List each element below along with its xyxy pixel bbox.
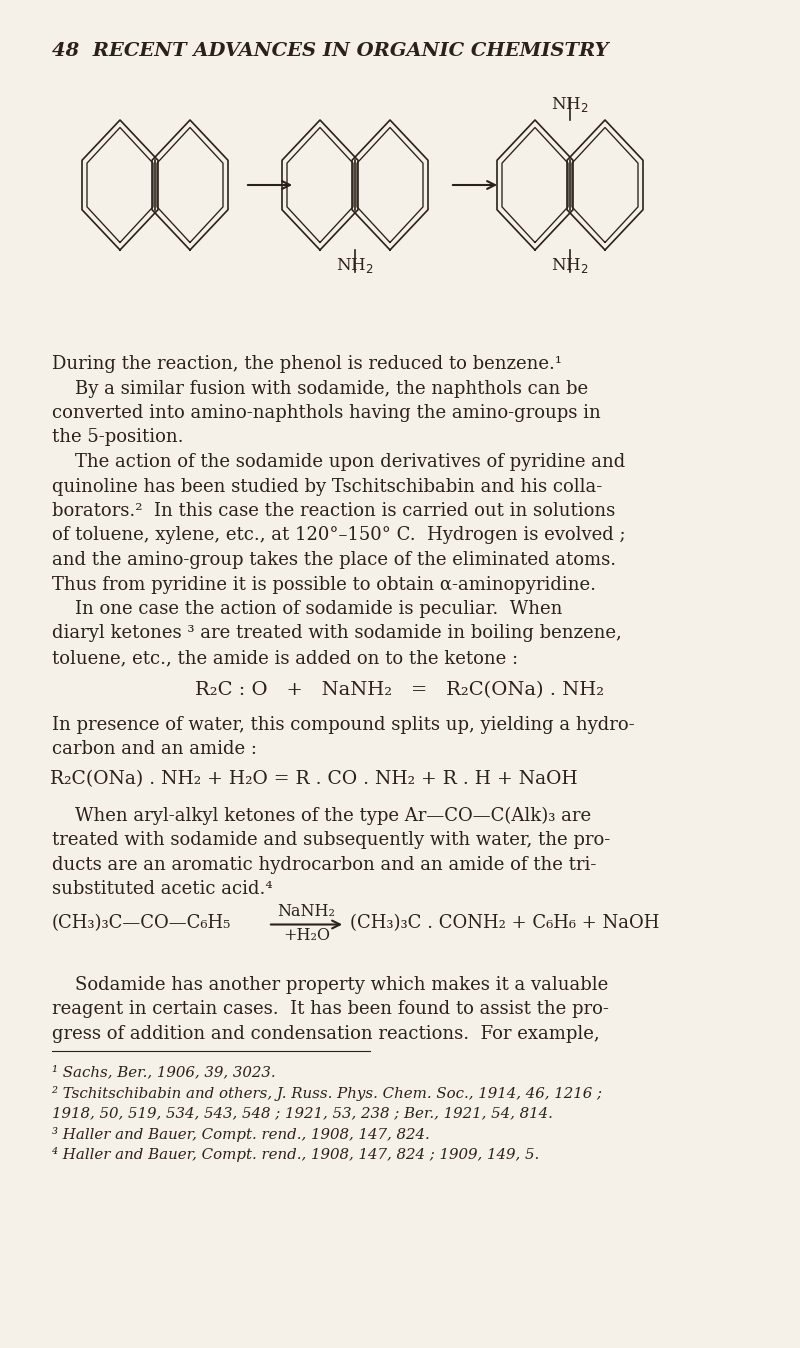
Text: 1918, 50, 519, 534, 543, 548 ; 1921, 53, 238 ; Ber., 1921, 54, 814.: 1918, 50, 519, 534, 543, 548 ; 1921, 53,…: [52, 1107, 553, 1120]
Text: toluene, etc., the amide is added on to the ketone :: toluene, etc., the amide is added on to …: [52, 648, 518, 667]
Text: ³ Haller and Bauer, Compt. rend., 1908, 147, 824.: ³ Haller and Bauer, Compt. rend., 1908, …: [52, 1127, 430, 1142]
Text: borators.²  In this case the reaction is carried out in solutions: borators.² In this case the reaction is …: [52, 501, 615, 520]
Text: the 5-position.: the 5-position.: [52, 429, 183, 446]
Text: ⁴ Haller and Bauer, Compt. rend., 1908, 147, 824 ; 1909, 149, 5.: ⁴ Haller and Bauer, Compt. rend., 1908, …: [52, 1147, 539, 1162]
Text: treated with sodamide and subsequently with water, the pro-: treated with sodamide and subsequently w…: [52, 830, 610, 849]
Text: R₂C : O   +   NaNH₂   =   R₂C(ONa) . NH₂: R₂C : O + NaNH₂ = R₂C(ONa) . NH₂: [195, 682, 605, 700]
Text: NH$_2$: NH$_2$: [551, 256, 589, 275]
Text: carbon and an amide :: carbon and an amide :: [52, 740, 257, 759]
Text: reagent in certain cases.  It has been found to assist the pro-: reagent in certain cases. It has been fo…: [52, 1000, 609, 1018]
Text: substituted acetic acid.⁴: substituted acetic acid.⁴: [52, 880, 273, 898]
Text: converted into amino-naphthols having the amino-groups in: converted into amino-naphthols having th…: [52, 404, 601, 422]
Text: ² Tschitschibabin and others, J. Russ. Phys. Chem. Soc., 1914, 46, 1216 ;: ² Tschitschibabin and others, J. Russ. P…: [52, 1085, 602, 1101]
Text: 48  RECENT ADVANCES IN ORGANIC CHEMISTRY: 48 RECENT ADVANCES IN ORGANIC CHEMISTRY: [52, 42, 609, 61]
Text: (CH₃)₃C . CONH₂ + C₆H₆ + NaOH: (CH₃)₃C . CONH₂ + C₆H₆ + NaOH: [350, 914, 659, 933]
Text: R₂C(ONa) . NH₂ + H₂O = R . CO . NH₂ + R . H + NaOH: R₂C(ONa) . NH₂ + H₂O = R . CO . NH₂ + R …: [50, 770, 578, 789]
Text: ducts are an aromatic hydrocarbon and an amide of the tri-: ducts are an aromatic hydrocarbon and an…: [52, 856, 596, 874]
Text: When aryl-alkyl ketones of the type Ar—CO—C(Alk)₃ are: When aryl-alkyl ketones of the type Ar—C…: [52, 806, 591, 825]
Text: NH$_2$: NH$_2$: [551, 94, 589, 115]
Text: In one case the action of sodamide is peculiar.  When: In one case the action of sodamide is pe…: [52, 600, 562, 617]
Text: By a similar fusion with sodamide, the naphthols can be: By a similar fusion with sodamide, the n…: [52, 380, 588, 398]
Text: The action of the sodamide upon derivatives of pyridine and: The action of the sodamide upon derivati…: [52, 453, 626, 470]
Text: diaryl ketones ³ are treated with sodamide in boiling benzene,: diaryl ketones ³ are treated with sodami…: [52, 624, 622, 643]
Text: of toluene, xylene, etc., at 120°–150° C.  Hydrogen is evolved ;: of toluene, xylene, etc., at 120°–150° C…: [52, 527, 626, 545]
Text: NaNH₂: NaNH₂: [278, 903, 335, 921]
Text: +H₂O: +H₂O: [283, 927, 330, 945]
Text: During the reaction, the phenol is reduced to benzene.¹: During the reaction, the phenol is reduc…: [52, 355, 562, 373]
Text: In presence of water, this compound splits up, yielding a hydro-: In presence of water, this compound spli…: [52, 716, 634, 735]
Text: NH$_2$: NH$_2$: [336, 256, 374, 275]
Text: and the amino-group takes the place of the eliminated atoms.: and the amino-group takes the place of t…: [52, 551, 616, 569]
Text: ¹ Sachs, Ber., 1906, 39, 3023.: ¹ Sachs, Ber., 1906, 39, 3023.: [52, 1065, 276, 1080]
Text: (CH₃)₃C—CO—C₆H₅: (CH₃)₃C—CO—C₆H₅: [52, 914, 231, 933]
Text: gress of addition and condensation reactions.  For example,: gress of addition and condensation react…: [52, 1024, 600, 1043]
Text: quinoline has been studied by Tschitschibabin and his colla-: quinoline has been studied by Tschitschi…: [52, 477, 602, 496]
Text: Sodamide has another property which makes it a valuable: Sodamide has another property which make…: [52, 976, 608, 993]
Text: Thus from pyridine it is possible to obtain α-aminopyridine.: Thus from pyridine it is possible to obt…: [52, 576, 596, 593]
